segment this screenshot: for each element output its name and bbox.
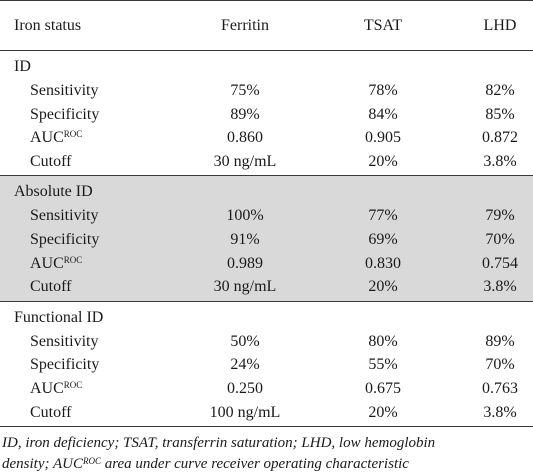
ferritin-value: 100%	[226, 207, 264, 225]
table-row: Cutoff 30 ng/mL 20% 3.8%	[0, 275, 533, 299]
row-label: Specificity	[30, 356, 100, 374]
footnote-superscript: ROC	[82, 456, 101, 467]
superscript: ROC	[63, 254, 83, 265]
tsat-value: 84%	[368, 105, 398, 123]
table-row: AUCROC 0.989 0.830 0.754	[0, 252, 533, 276]
row-label: AUCROC	[30, 379, 83, 397]
superscript: ROC	[63, 129, 83, 140]
tsat-value: 80%	[368, 332, 398, 350]
ferritin-value: 75%	[230, 82, 260, 99]
lhd-value: 3.8%	[483, 403, 517, 421]
table-row: AUCROC 0.250 0.675 0.763	[0, 377, 533, 401]
table-footnote: ID, iron deficiency; TSAT, transferrin s…	[0, 427, 533, 475]
table-header-row: Iron status Ferritin TSAT LHD	[0, 1, 533, 50]
ferritin-value: 100 ng/mL	[209, 403, 281, 421]
table-row: Sensitivity 100% 77% 79%	[0, 204, 533, 228]
tsat-value: 55%	[368, 356, 398, 374]
superscript: ROC	[63, 379, 83, 390]
lhd-value: 3.8%	[483, 278, 517, 296]
ferritin-value: 91%	[230, 230, 260, 248]
lhd-value: 79%	[485, 207, 515, 225]
group-absolute-id: Absolute ID Sensitivity 100% 77% 79% Spe…	[0, 176, 533, 301]
lhd-value: 3.8%	[483, 152, 517, 170]
tsat-value: 20%	[368, 152, 398, 170]
row-label: Cutoff	[30, 152, 72, 170]
group-title: ID	[14, 58, 31, 75]
header-lhd: LHD	[483, 17, 517, 34]
row-label: Sensitivity	[30, 82, 99, 99]
ferritin-value: 89%	[230, 105, 260, 123]
footnote-line-2: density; AUCROC area under curve receive…	[2, 456, 409, 473]
row-label: AUCROC	[30, 129, 83, 147]
header-ferritin: Ferritin	[221, 17, 269, 34]
tsat-value: 20%	[368, 403, 398, 421]
row-label: Specificity	[30, 230, 100, 248]
table-row: AUCROC 0.860 0.905 0.872	[0, 126, 533, 150]
tsat-value: 0.905	[365, 129, 401, 147]
table-row: Specificity 91% 69% 70%	[0, 228, 533, 252]
ferritin-value: 0.250	[227, 379, 263, 397]
table-row: Cutoff 100 ng/mL 20% 3.8%	[0, 401, 533, 425]
table-row: Specificity 24% 55% 70%	[0, 353, 533, 377]
ferritin-value: 0.989	[227, 254, 263, 272]
ferritin-value: 24%	[230, 356, 260, 374]
lhd-value: 70%	[485, 356, 515, 374]
tsat-value: 0.675	[365, 379, 401, 397]
table-row: Specificity 89% 84% 85%	[0, 103, 533, 127]
group-title: Absolute ID	[14, 183, 93, 201]
group-id: ID Sensitivity 75% 78% 82% Specificity 8…	[0, 51, 533, 175]
table-row: Sensitivity 50% 80% 89%	[0, 330, 533, 354]
group-functional-id: Functional ID Sensitivity 50% 80% 89% Sp…	[0, 302, 533, 426]
lhd-value: 82%	[485, 82, 515, 99]
tsat-value: 20%	[368, 278, 398, 296]
ferritin-value: 0.860	[227, 129, 263, 147]
tsat-value: 0.830	[365, 254, 401, 272]
footnote-line-1: ID, iron deficiency; TSAT, transferrin s…	[2, 435, 436, 452]
lhd-value: 89%	[485, 332, 515, 350]
lhd-value: 70%	[485, 230, 515, 248]
row-label: Cutoff	[30, 403, 72, 421]
row-label: Specificity	[30, 105, 100, 123]
header-rule	[0, 50, 533, 51]
lhd-value: 0.763	[482, 379, 518, 397]
lhd-value: 0.872	[482, 129, 518, 147]
bottom-rule	[0, 426, 533, 428]
row-label: Cutoff	[30, 278, 72, 296]
group-rule	[0, 300, 533, 302]
header-iron-status: Iron status	[14, 17, 82, 34]
tsat-value: 77%	[368, 207, 398, 225]
row-label: Sensitivity	[30, 207, 99, 225]
group-rule	[0, 175, 533, 177]
table-row: Sensitivity 75% 78% 82%	[0, 79, 533, 103]
lhd-value: 0.754	[482, 254, 518, 272]
ferritin-value: 30 ng/mL	[213, 278, 277, 296]
top-rule	[0, 0, 533, 1]
tsat-value: 78%	[368, 82, 398, 99]
row-label: AUCROC	[30, 254, 83, 272]
ferritin-value: 30 ng/mL	[213, 152, 277, 170]
table-row: Cutoff 30 ng/mL 20% 3.8%	[0, 150, 533, 174]
row-label: Sensitivity	[30, 332, 99, 350]
header-tsat: TSAT	[363, 17, 403, 34]
tsat-value: 69%	[368, 230, 398, 248]
ferritin-value: 50%	[230, 332, 260, 350]
group-title: Functional ID	[14, 308, 104, 326]
lhd-value: 85%	[485, 105, 515, 123]
